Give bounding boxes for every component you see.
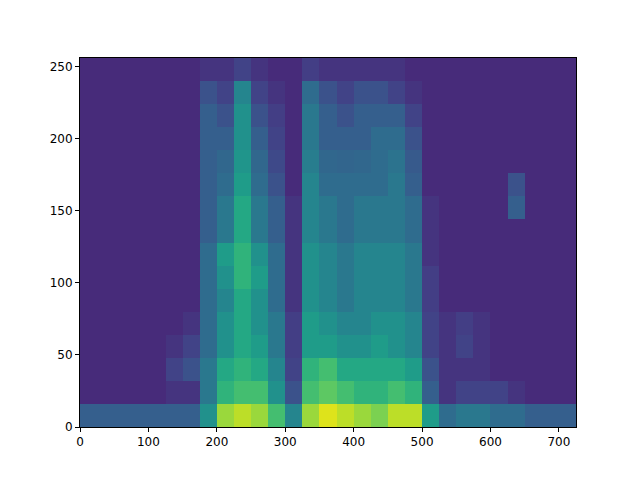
svg-text:150: 150 xyxy=(50,204,73,218)
svg-text:200: 200 xyxy=(50,132,73,146)
svg-text:200: 200 xyxy=(205,435,228,449)
svg-text:0: 0 xyxy=(65,420,73,434)
svg-text:100: 100 xyxy=(50,276,73,290)
svg-text:700: 700 xyxy=(547,435,570,449)
svg-text:100: 100 xyxy=(137,435,160,449)
svg-text:0: 0 xyxy=(76,435,84,449)
svg-text:250: 250 xyxy=(50,60,73,74)
svg-text:600: 600 xyxy=(479,435,502,449)
svg-text:500: 500 xyxy=(411,435,434,449)
svg-text:50: 50 xyxy=(57,348,72,362)
svg-text:400: 400 xyxy=(342,435,365,449)
svg-text:300: 300 xyxy=(274,435,297,449)
